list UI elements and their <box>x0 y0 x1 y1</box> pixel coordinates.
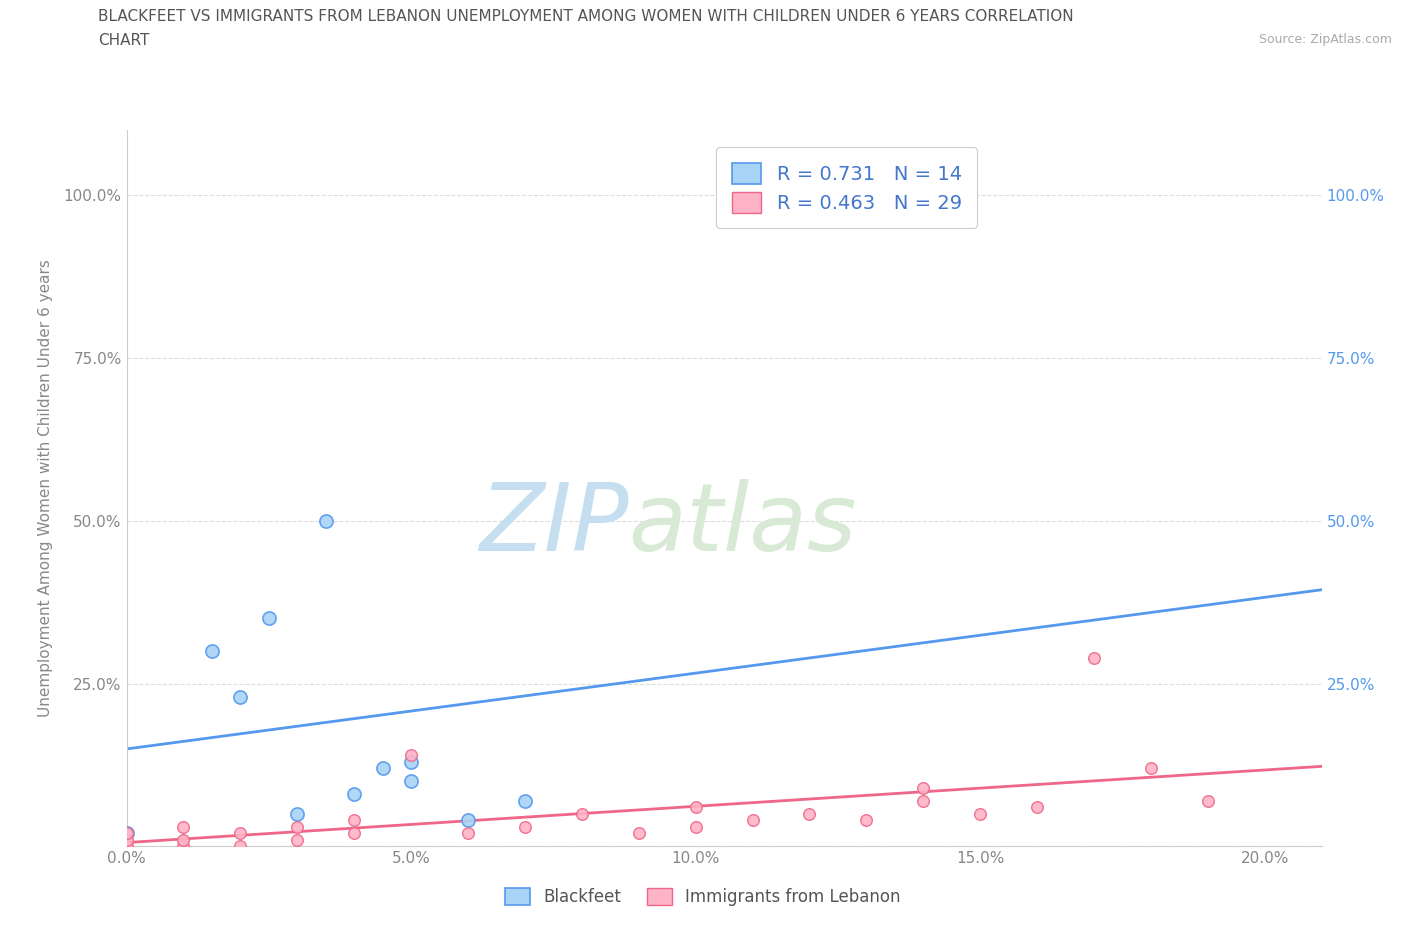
Text: ZIP: ZIP <box>479 479 628 569</box>
Point <box>285 806 308 821</box>
Point <box>1026 800 1049 815</box>
Point <box>627 826 650 841</box>
Legend: R = 0.731   N = 14, R = 0.463   N = 29: R = 0.731 N = 14, R = 0.463 N = 29 <box>716 147 977 229</box>
Point <box>285 819 308 834</box>
Point <box>969 806 991 821</box>
Point <box>799 806 821 821</box>
Point <box>172 819 194 834</box>
Point <box>1197 793 1219 808</box>
Point <box>229 839 252 854</box>
Point <box>399 754 422 769</box>
Point <box>343 826 366 841</box>
Point <box>371 761 394 776</box>
Point <box>172 832 194 847</box>
Point <box>172 839 194 854</box>
Point <box>741 813 763 828</box>
Point <box>912 793 935 808</box>
Text: Source: ZipAtlas.com: Source: ZipAtlas.com <box>1258 33 1392 46</box>
Point <box>257 611 280 626</box>
Point <box>513 819 536 834</box>
Point <box>685 800 707 815</box>
Point <box>229 689 252 704</box>
Point <box>1083 650 1105 665</box>
Point <box>115 826 138 841</box>
Point <box>285 832 308 847</box>
Point <box>343 787 366 802</box>
Point <box>399 774 422 789</box>
Point <box>457 813 479 828</box>
Point <box>315 513 337 528</box>
Legend: Blackfeet, Immigrants from Lebanon: Blackfeet, Immigrants from Lebanon <box>499 881 907 912</box>
Point <box>115 839 138 854</box>
Point <box>399 748 422 763</box>
Point <box>513 793 536 808</box>
Point <box>912 780 935 795</box>
Point <box>685 819 707 834</box>
Point <box>229 826 252 841</box>
Point <box>571 806 593 821</box>
Text: CHART: CHART <box>98 33 150 47</box>
Text: BLACKFEET VS IMMIGRANTS FROM LEBANON UNEMPLOYMENT AMONG WOMEN WITH CHILDREN UNDE: BLACKFEET VS IMMIGRANTS FROM LEBANON UNE… <box>98 9 1074 24</box>
Point <box>1140 761 1163 776</box>
Point <box>343 813 366 828</box>
Point <box>457 826 479 841</box>
Point <box>115 832 138 847</box>
Point <box>201 644 224 658</box>
Y-axis label: Unemployment Among Women with Children Under 6 years: Unemployment Among Women with Children U… <box>38 259 52 717</box>
Point <box>855 813 877 828</box>
Text: atlas: atlas <box>628 479 856 569</box>
Point <box>115 826 138 841</box>
